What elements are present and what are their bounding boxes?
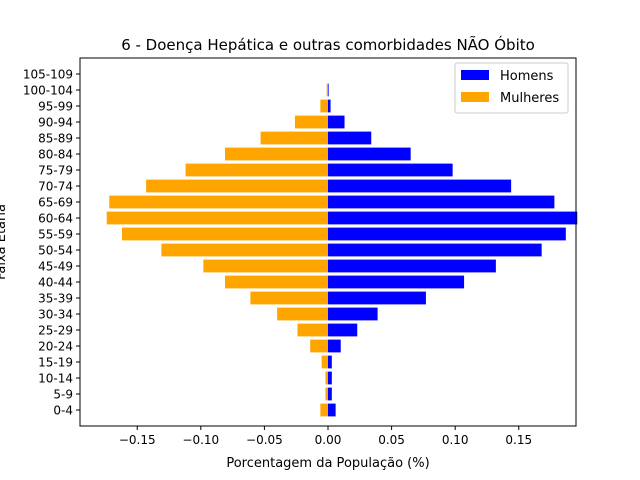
bar-homens-50-54 [328,243,542,257]
y-axis-label: Faixa Etária [0,204,9,280]
bar-mulheres-70-74 [146,179,328,193]
bar-homens-15-19 [328,355,332,369]
plot-frame [79,57,577,427]
y-tick-label: 90-94 [38,116,73,130]
y-tick-label: 35-39 [38,292,73,306]
bar-homens-65-69 [328,195,555,209]
bar-mulheres-75-79 [185,163,328,177]
bar-homens-55-59 [328,227,566,241]
bar-homens-35-39 [328,291,426,305]
y-tick-label: 95-99 [38,100,73,114]
bars-group [106,83,578,417]
bar-mulheres-40-44 [224,275,328,289]
bar-mulheres-0-4 [320,403,328,417]
bar-mulheres-30-34 [277,307,328,321]
bar-homens-40-44 [328,275,465,289]
y-tick-label: 60-64 [38,212,73,226]
y-tick-label: 105-109 [23,68,73,82]
bar-mulheres-95-99 [320,99,328,113]
y-tick-label: 10-14 [38,372,73,386]
y-tick-label: 85-89 [38,132,73,146]
bar-homens-95-99 [328,99,331,113]
y-tick-label: 15-19 [38,356,73,370]
bar-mulheres-50-54 [161,243,328,257]
bar-homens-25-29 [328,323,358,337]
y-tick-label: 30-34 [38,308,73,322]
bar-homens-90-94 [328,115,345,129]
bar-mulheres-15-19 [321,355,328,369]
bar-mulheres-85-89 [260,131,328,145]
bar-homens-75-79 [328,163,453,177]
bar-mulheres-10-14 [325,371,328,385]
bar-mulheres-35-39 [250,291,328,305]
x-tick-label: −0.10 [182,433,219,447]
y-tick-label: 80-84 [38,148,73,162]
y-ticks-group: 0-4 5-9 10-14 15-19 20-24 25-29 30-34 35-39 40-4… [23,68,80,418]
y-tick-label: 75-79 [38,164,73,178]
y-tick-label: 5-9 [53,388,73,402]
x-tick-label: −0.05 [246,433,283,447]
bar-mulheres-20-24 [310,339,328,353]
x-tick-label: 0.15 [505,433,532,447]
bar-homens-70-74 [328,179,512,193]
bar-mulheres-5-9 [325,387,328,401]
legend: Homens Mulheres [454,62,569,114]
bar-homens-0-4 [328,403,336,417]
y-tick-label: 20-24 [38,340,73,354]
bar-homens-100-104 [328,83,329,97]
bar-homens-30-34 [328,307,378,321]
y-tick-label: 50-54 [38,244,73,258]
bar-homens-45-49 [328,259,496,273]
y-tick-label: 55-59 [38,228,73,242]
bar-homens-80-84 [328,147,411,161]
bar-homens-60-64 [328,211,578,225]
x-axis-label: Porcentagem da População (%) [226,456,429,471]
legend-swatch-homens [461,70,489,80]
bar-mulheres-65-69 [109,195,328,209]
bar-homens-85-89 [328,131,372,145]
x-ticks-group: −0.15 −0.10 −0.05 0.00 0.05 0.10 0.15 [119,426,532,447]
bar-mulheres-45-49 [203,259,328,273]
y-tick-label: 40-44 [38,276,73,290]
bar-mulheres-90-94 [294,115,328,129]
y-tick-label: 0-4 [53,404,73,418]
bar-homens-20-24 [328,339,341,353]
bar-mulheres-55-59 [121,227,328,241]
chart-title: 6 - Doença Hepática e outras comorbidade… [121,35,535,54]
legend-label-mulheres: Mulheres [500,91,559,106]
bar-homens-10-14 [328,371,332,385]
legend-label-homens: Homens [500,69,554,84]
x-tick-label: 0.00 [315,433,342,447]
y-tick-label: 45-49 [38,260,73,274]
x-tick-label: 0.10 [442,433,469,447]
bar-mulheres-60-64 [106,211,328,225]
x-tick-label: 0.05 [378,433,405,447]
bar-mulheres-100-104 [326,83,328,97]
bar-homens-5-9 [328,387,332,401]
legend-swatch-mulheres [461,92,489,102]
x-tick-label: −0.15 [119,433,156,447]
y-tick-label: 70-74 [38,180,73,194]
y-tick-label: 100-104 [23,84,73,98]
bar-mulheres-25-29 [297,323,328,337]
bar-mulheres-80-84 [224,147,328,161]
y-tick-label: 25-29 [38,324,73,338]
y-tick-label: 65-69 [38,196,73,210]
